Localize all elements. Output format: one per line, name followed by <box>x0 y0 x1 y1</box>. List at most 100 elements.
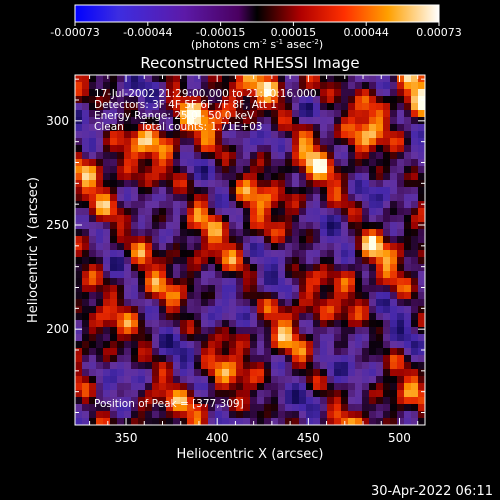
heatmap-cell <box>397 82 405 90</box>
heatmap-cell <box>131 278 139 286</box>
heatmap-cell <box>124 75 132 83</box>
heatmap-cell <box>243 264 251 272</box>
heatmap-cell <box>194 215 202 223</box>
heatmap-cell <box>306 208 314 216</box>
heatmap-cell <box>229 250 237 258</box>
heatmap-cell <box>117 355 125 363</box>
heatmap-cell <box>243 383 251 391</box>
heatmap-cell <box>348 257 356 265</box>
heatmap-cell <box>124 271 132 279</box>
heatmap-cell <box>187 334 195 342</box>
heatmap-cell <box>236 145 244 153</box>
heatmap-cell <box>75 313 83 321</box>
heatmap-cell <box>166 292 174 300</box>
heatmap-cell <box>229 418 237 425</box>
heatmap-cell <box>327 117 335 125</box>
heatmap-cell <box>411 173 419 181</box>
heatmap-cell <box>117 299 125 307</box>
heatmap-cell <box>376 152 384 160</box>
heatmap-cell <box>229 215 237 223</box>
heatmap-cell <box>152 362 160 370</box>
heatmap-cell <box>201 334 209 342</box>
heatmap-cell <box>180 187 188 195</box>
heatmap-cell <box>243 320 251 328</box>
heatmap-cell <box>327 334 335 342</box>
heatmap-cell <box>271 152 279 160</box>
heatmap-cell <box>292 418 300 425</box>
heatmap-cell <box>117 292 125 300</box>
heatmap-cell <box>110 264 118 272</box>
heatmap-cell <box>320 215 328 223</box>
heatmap-cell <box>131 215 139 223</box>
heatmap-cell <box>264 208 272 216</box>
heatmap-cell <box>285 180 293 188</box>
heatmap-cell <box>334 404 342 412</box>
heatmap-cell <box>194 313 202 321</box>
heatmap-cell <box>243 194 251 202</box>
heatmap-cell <box>75 285 83 293</box>
heatmap-cell <box>264 229 272 237</box>
heatmap-cell <box>418 278 425 286</box>
heatmap-cell <box>89 397 97 405</box>
heatmap-cell <box>418 166 425 174</box>
heatmap-cell <box>299 124 307 132</box>
heatmap-cell <box>355 110 363 118</box>
heatmap-cell <box>278 369 286 377</box>
heatmap-cell <box>271 229 279 237</box>
heatmap-cell <box>397 306 405 314</box>
heatmap-cell <box>82 313 90 321</box>
heatmap-cell <box>327 124 335 132</box>
heatmap-cell <box>264 82 272 90</box>
heatmap-cell <box>362 334 370 342</box>
heatmap-cell <box>243 208 251 216</box>
heatmap-cell <box>285 82 293 90</box>
heatmap-cell <box>299 215 307 223</box>
heatmap-cell <box>82 215 90 223</box>
heatmap-cell <box>390 257 398 265</box>
heatmap-cell <box>348 341 356 349</box>
heatmap-cell <box>397 334 405 342</box>
heatmap-cell <box>418 222 425 230</box>
heatmap-cell <box>131 124 139 132</box>
heatmap-cell <box>131 243 139 251</box>
heatmap-cell <box>376 397 384 405</box>
heatmap-cell <box>411 397 419 405</box>
heatmap-cell <box>292 208 300 216</box>
heatmap-cell <box>320 250 328 258</box>
heatmap-cell <box>215 250 223 258</box>
heatmap-cell <box>201 152 209 160</box>
heatmap-cell <box>187 278 195 286</box>
heatmap-cell <box>75 271 83 279</box>
heatmap-cell <box>236 89 244 97</box>
heatmap-cell <box>390 117 398 125</box>
heatmap-cell <box>229 166 237 174</box>
heatmap-cell <box>320 376 328 384</box>
heatmap-cell <box>250 355 258 363</box>
heatmap-cell <box>82 82 90 90</box>
heatmap-cell <box>278 355 286 363</box>
heatmap-cell <box>117 215 125 223</box>
heatmap-cell <box>390 397 398 405</box>
heatmap-cell <box>334 348 342 356</box>
heatmap-cell <box>117 278 125 286</box>
heatmap-cell <box>334 264 342 272</box>
heatmap-cell <box>376 250 384 258</box>
heatmap-cell <box>201 194 209 202</box>
heatmap-cell <box>292 138 300 146</box>
heatmap-cell <box>404 397 412 405</box>
heatmap-cell <box>278 257 286 265</box>
heatmap-cell <box>271 96 279 104</box>
heatmap-cell <box>271 110 279 118</box>
heatmap-cell <box>397 180 405 188</box>
heatmap-cell <box>166 411 174 419</box>
heatmap-cell <box>215 89 223 97</box>
heatmap-cell <box>397 131 405 139</box>
heatmap-cell <box>299 390 307 398</box>
heatmap-cell <box>390 334 398 342</box>
heatmap-cell <box>271 348 279 356</box>
heatmap-cell <box>369 229 377 237</box>
heatmap-cell <box>215 152 223 160</box>
heatmap-cell <box>306 292 314 300</box>
heatmap-cell <box>103 222 111 230</box>
